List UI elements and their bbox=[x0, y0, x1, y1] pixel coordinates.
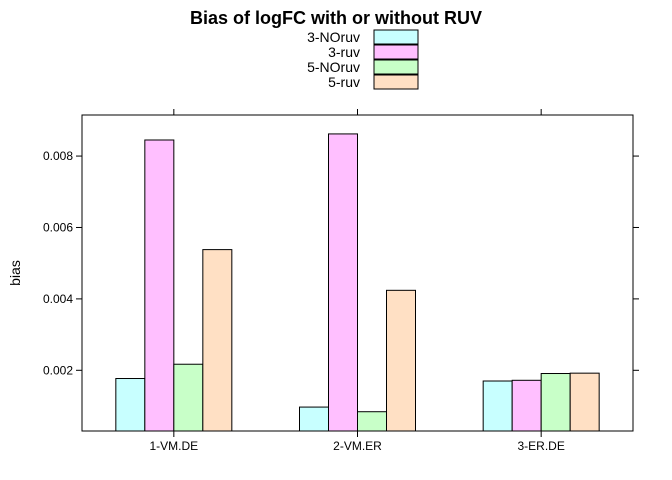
bar-2-vm-er-3-ruv bbox=[328, 133, 358, 432]
legend-label-5-noruv: 5-NOruv bbox=[307, 59, 360, 75]
x-axis: 1-VM.DE 2-VM.ER 3-ER.DE bbox=[149, 109, 565, 453]
legend-label-3-ruv: 3-ruv bbox=[328, 44, 360, 60]
bar-3-er-de-3-noruv bbox=[482, 380, 513, 432]
legend-swatch-5-ruv bbox=[373, 74, 419, 90]
x-tick-label-3-er-de: 3-ER.DE bbox=[517, 439, 564, 453]
bar-2-vm-er-3-noruv bbox=[299, 406, 329, 432]
legend-swatch-3-ruv bbox=[373, 44, 419, 60]
bar-1-vm-de-5-ruv bbox=[202, 249, 233, 432]
chart-title: Bias of logFC with or without RUV bbox=[190, 8, 482, 28]
y-tick-label: 0.006 bbox=[43, 220, 73, 234]
x-tick-label-2-vm-er: 2-VM.ER bbox=[333, 439, 382, 453]
bar-2-vm-er-5-ruv bbox=[386, 289, 416, 432]
y-tick-label: 0.008 bbox=[43, 149, 73, 163]
legend-swatch-3-noruv bbox=[373, 29, 419, 45]
bar-3-er-de-3-ruv bbox=[511, 379, 542, 432]
bar-1-vm-de-3-noruv bbox=[115, 378, 146, 432]
y-axis-label: bias bbox=[7, 260, 23, 286]
bar-3-er-de-5-noruv bbox=[540, 373, 571, 432]
y-tick-label: 0.002 bbox=[43, 363, 73, 377]
bars bbox=[115, 133, 600, 432]
bar-2-vm-er-5-noruv bbox=[357, 411, 387, 432]
x-tick-label-1-vm-de: 1-VM.DE bbox=[149, 439, 198, 453]
legend-swatch-5-noruv bbox=[373, 59, 419, 75]
y-tick-label: 0.004 bbox=[43, 292, 73, 306]
legend: 3-NOruv 3-ruv 5-NOruv 5-ruv bbox=[307, 29, 419, 90]
legend-label-5-ruv: 5-ruv bbox=[328, 74, 360, 90]
bar-3-er-de-5-ruv bbox=[569, 372, 600, 432]
bar-1-vm-de-3-ruv bbox=[144, 139, 175, 432]
y-axis: 0.002 0.004 0.006 0.008 bbox=[43, 149, 639, 377]
legend-label-3-noruv: 3-NOruv bbox=[307, 29, 360, 45]
bar-1-vm-de-5-noruv bbox=[173, 363, 204, 432]
